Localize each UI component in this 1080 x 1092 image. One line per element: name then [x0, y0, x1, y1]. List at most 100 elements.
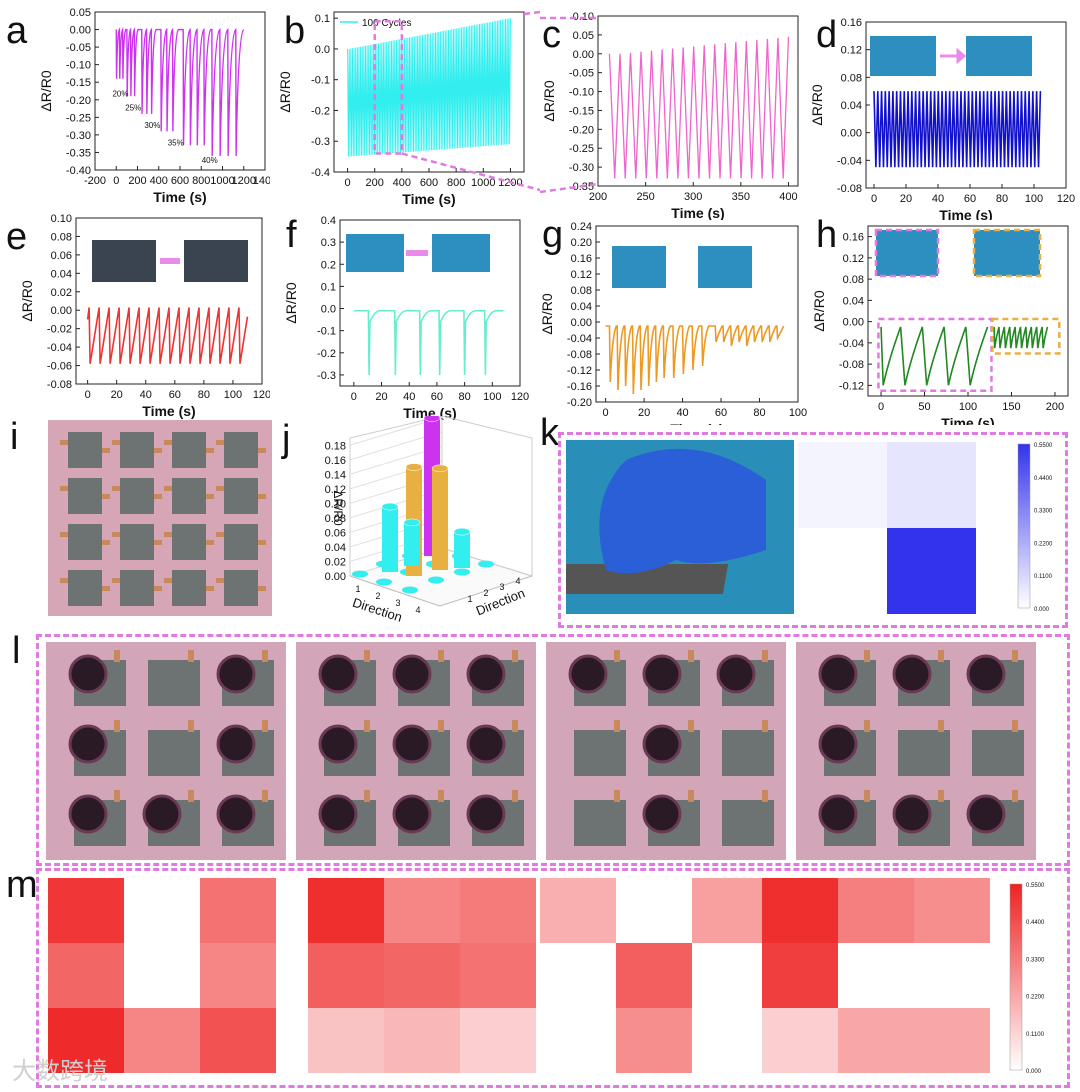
y-tick-label: -0.35 [66, 147, 91, 159]
weight-disc [642, 794, 682, 834]
glove-press-photo [552, 440, 794, 614]
arrow-icon [940, 47, 967, 65]
heatmap-cell [384, 878, 460, 943]
electrode-tab [364, 790, 370, 802]
electrode-tab [364, 720, 370, 732]
y-tick-label: 2 [483, 588, 488, 598]
inset-photo-straight [870, 36, 936, 76]
x-tick-label: 1 [355, 584, 360, 594]
y-tick-label: 0.04 [843, 295, 864, 307]
electrode-tab [112, 440, 120, 445]
x-axis-label: Time (s) [153, 189, 206, 205]
heatmap-cell [384, 943, 460, 1008]
heatmap-cell [838, 1008, 914, 1073]
panel-label-l: l [12, 630, 21, 672]
x-tick-label: 600 [171, 175, 189, 187]
x-tick-label: 120 [511, 391, 529, 403]
x-tick-label: 4 [415, 605, 420, 615]
x-tick-label: 800 [447, 177, 465, 189]
weight-disc [392, 724, 432, 764]
electrode-tab [688, 790, 694, 802]
x-tick-label: 1200 [232, 175, 256, 187]
electrode-tab [762, 720, 768, 732]
electrode-tab [60, 440, 68, 445]
heatmap-cell [798, 442, 887, 528]
y-tick-label: 0.00 [51, 305, 72, 317]
x-tick-label: 100 [789, 407, 807, 419]
sensor-pixel [722, 800, 774, 846]
colorbar-tick-label: 0.3300 [1026, 957, 1045, 963]
heatmap-cell [48, 943, 124, 1008]
sensor-pixel [898, 730, 950, 776]
sensor-pixel [224, 570, 258, 606]
y-tick-label: 0.4 [321, 215, 336, 227]
heatmap-cell [616, 878, 692, 943]
heatmap-cell [887, 528, 976, 614]
chart-h: 0 50 100 150 200 0.16 0.12 0.08 0.04 0.00 -0.04 -0.… [811, 225, 1069, 431]
series-line-finger [873, 91, 1042, 168]
panel-label-d: d [816, 14, 838, 56]
weight-disc [716, 654, 756, 694]
electrode-tab [112, 486, 120, 491]
legend-label: 100 Cycles [362, 18, 411, 29]
heatmap-cell [200, 1008, 276, 1073]
y-tick-label: -0.25 [569, 143, 594, 155]
x-tick-label: 20 [111, 389, 123, 401]
electrode-tab [102, 448, 110, 453]
weight-disc [68, 724, 108, 764]
inset-photo-press [432, 234, 490, 272]
x-tick-label: 0 [113, 175, 119, 187]
sensor-pixel [120, 432, 154, 468]
heatmap-cell [308, 1008, 384, 1073]
y-axis-label: ΔR/R0 [277, 71, 293, 112]
panel-g: g 0 20 40 60 80 100 0.24 0.20 0.16 0.12 0.08 0.04 0.… [539, 210, 810, 437]
bar-top [403, 518, 421, 527]
y-tick-label: -0.06 [47, 361, 72, 373]
weight-disc [892, 794, 932, 834]
plot-frame [597, 15, 799, 187]
heatmap-cell [540, 943, 616, 1008]
weight-disc [392, 654, 432, 694]
electrode-tab [614, 720, 620, 732]
electrode-tab [438, 720, 444, 732]
y-tick-label: 0.08 [841, 72, 862, 84]
series-line-typing [86, 307, 249, 364]
slow-region-box [877, 317, 993, 392]
sensor-pixel [120, 570, 154, 606]
x-tick-label: 250 [636, 191, 654, 203]
y-tick-label: -0.05 [66, 42, 91, 54]
y-tick-label: -0.25 [66, 112, 91, 124]
z-tick-label: 0.02 [325, 556, 346, 568]
chart-j: 0.00 0.02 0.04 0.06 0.08 0.10 0.12 0.14 0.16 0.18… [325, 414, 534, 625]
x-tick-label: 1000 [210, 175, 234, 187]
y-tick-label: -0.12 [839, 380, 864, 392]
y-tick-label: -0.20 [567, 397, 592, 409]
electrode-tab [258, 448, 266, 453]
electrode-tab [438, 790, 444, 802]
panel-c: c 2002503003504000.100.050.00-0.05-0.10-… [539, 0, 810, 221]
electrode-tab [364, 650, 370, 662]
bar-column [432, 468, 448, 570]
electrode-tab [688, 720, 694, 732]
heatmap-cell [124, 878, 200, 943]
panel-l-frame [36, 634, 1070, 866]
y-axis-label: ΔR/R0 [38, 70, 54, 111]
x-tick-label: 100 [224, 389, 242, 401]
sensor-pixel [722, 730, 774, 776]
electrode-tab [188, 790, 194, 802]
chart-c: 2002503003504000.100.050.00-0.05-0.10-0.… [539, 11, 799, 221]
heatmap-cell [914, 1008, 990, 1073]
electrode-tab [164, 440, 172, 445]
weight-disc [142, 794, 182, 834]
heatmap-cell [460, 1008, 536, 1073]
y-axis-label: ΔR/R0 [283, 282, 299, 323]
bar-top [431, 464, 449, 473]
electrode-tab [762, 650, 768, 662]
weight-disc [68, 654, 108, 694]
x-tick-label: 0 [85, 389, 91, 401]
electrode-tab [258, 540, 266, 545]
heatmap-cell [540, 1008, 616, 1073]
electrode-tab [262, 790, 268, 802]
y-tick-label: -0.1 [317, 326, 336, 338]
